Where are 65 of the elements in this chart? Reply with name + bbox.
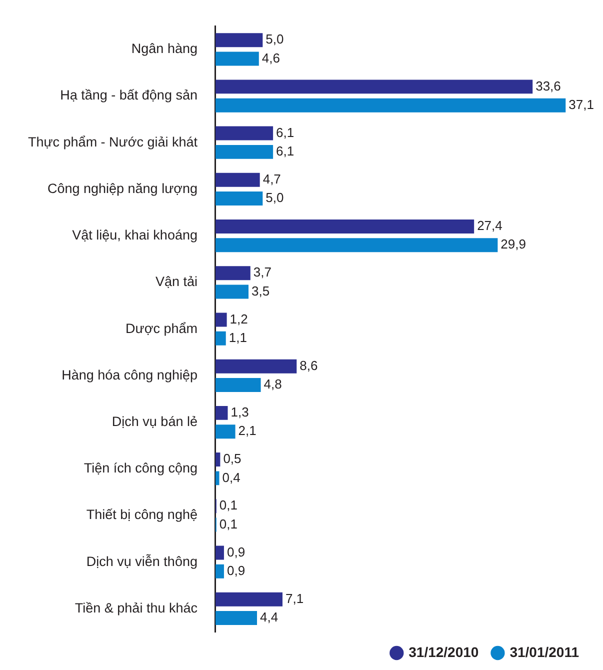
data-label: 3,7: [253, 264, 272, 280]
bar: [215, 378, 261, 392]
y-tick-label: Công nghiệp năng lượng: [47, 180, 198, 196]
y-tick-label: Vật liệu, khai khoáng: [72, 228, 198, 243]
bar: [215, 238, 498, 252]
bar: [215, 359, 297, 374]
bar: [215, 33, 263, 48]
bar: [215, 471, 220, 486]
bar: [215, 546, 224, 560]
bar: [215, 592, 282, 606]
data-label: 27,4: [477, 218, 502, 234]
bar: [215, 452, 220, 467]
data-label: 4,4: [260, 610, 278, 625]
bar: [215, 424, 236, 439]
bar: [215, 98, 566, 112]
bar: [215, 144, 274, 159]
bar: [215, 312, 227, 327]
data-label: 0,1: [219, 516, 238, 532]
data-label: 29,9: [500, 236, 526, 252]
data-label: 5,0: [266, 32, 284, 47]
data-label: 33,6: [536, 78, 561, 94]
data-label: 1,2: [230, 311, 248, 326]
bar: [215, 52, 259, 66]
y-tick-label: Dịch vụ viễn thông: [86, 554, 198, 569]
bar: [215, 611, 258, 626]
y-tick-label: Thiết bị công nghệ: [86, 507, 198, 522]
data-label: 4,8: [264, 376, 282, 392]
bar: [215, 192, 263, 206]
bar: [215, 172, 260, 187]
bar: [215, 80, 533, 94]
data-label: 5,0: [266, 190, 284, 206]
bar: [215, 266, 250, 280]
data-label: 37,1: [568, 96, 594, 112]
data-label: 7,1: [285, 590, 304, 606]
legend-label: 31/12/2010: [408, 644, 479, 660]
bar: [215, 220, 474, 234]
data-label: 0,1: [219, 498, 238, 513]
data-label: 1,3: [230, 404, 249, 420]
data-label: 0,9: [226, 544, 246, 560]
y-tick-label: Hạ tầng - bất động sản: [60, 88, 198, 103]
data-label: 0,4: [222, 470, 240, 485]
bar: [215, 126, 274, 140]
y-tick-label: Dược phẩm: [126, 320, 198, 336]
y-tick-label: Vận tải: [155, 274, 198, 290]
bar: [215, 331, 226, 346]
data-label: 2,1: [238, 423, 256, 438]
data-label: 3,5: [252, 283, 270, 298]
y-tick-label: Thực phẩm - Nước giải khát: [28, 134, 198, 150]
data-label: 6,1: [276, 144, 294, 159]
data-label: 0,9: [226, 562, 246, 578]
bar: [215, 284, 249, 299]
y-tick-label: Tiền & phải thu khác: [74, 600, 198, 616]
data-label: 6,1: [276, 124, 294, 140]
data-label: 4,7: [262, 171, 281, 186]
data-label: 1,1: [228, 330, 247, 345]
data-label: 0,5: [223, 451, 242, 466]
y-tick-label: Ngân hàng: [131, 41, 198, 56]
y-tick-label: Dịch vụ bán lẻ: [112, 414, 198, 429]
legend-label: 31/01/2011: [510, 644, 580, 660]
bar: [215, 564, 224, 578]
y-tick-label: Hàng hóa công nghiệp: [62, 367, 198, 382]
y-tick-label: Tiện ích công cộng: [84, 460, 198, 476]
data-label: 8,6: [300, 358, 318, 373]
bar: [215, 406, 228, 420]
data-label: 4,6: [262, 50, 280, 66]
